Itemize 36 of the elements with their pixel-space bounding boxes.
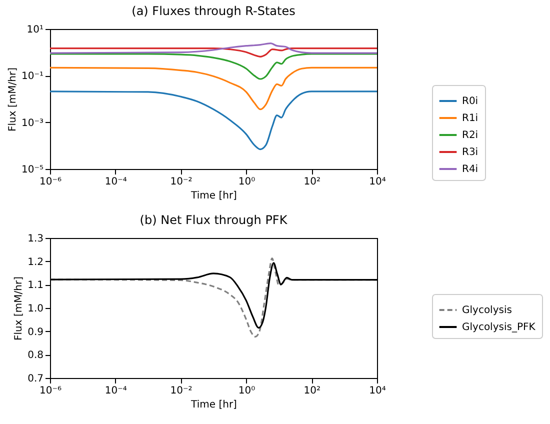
chart-title: (b) Net Flux through PFK <box>140 213 288 227</box>
legend-label: R1i <box>462 113 478 124</box>
y-tick-label: 10⁻³ <box>21 118 44 129</box>
x-tick-label: 10⁻⁶ <box>39 386 62 396</box>
x-tick-label: 10⁻⁴ <box>104 386 127 396</box>
x-tick-label: 10² <box>304 386 320 396</box>
legend-label: R3i <box>462 147 478 158</box>
legend-label: R4i <box>462 164 478 175</box>
y-tick-label: 10⁻¹ <box>21 71 44 82</box>
y-tick-label: 1.2 <box>28 256 44 268</box>
y-tick-label: 0.9 <box>28 326 44 338</box>
legend-label: Glycolysis_PFK <box>462 322 536 333</box>
x-axis-title: Time [hr] <box>190 190 238 202</box>
x-tick-label: 10⁰ <box>238 386 256 396</box>
x-tick-label: 10⁴ <box>369 176 386 188</box>
y-tick-label: 1.1 <box>28 280 44 292</box>
x-tick-label: 10⁻⁴ <box>104 176 127 188</box>
x-tick-label: 10⁻² <box>170 386 192 396</box>
y-tick-label: 10¹ <box>26 24 44 36</box>
y-tick-label: 0.8 <box>28 350 44 362</box>
x-tick-label: 10⁻⁶ <box>39 176 62 188</box>
y-tick-label: 0.7 <box>28 374 44 384</box>
y-tick-label: 1.0 <box>28 304 44 314</box>
y-axis-title: Flux [mM/hr] <box>14 276 25 340</box>
y-tick-label: 1.3 <box>28 234 44 244</box>
x-tick-label: 10⁴ <box>369 386 386 396</box>
legend-label: R0i <box>462 96 478 107</box>
x-tick-label: 10⁻² <box>170 176 192 188</box>
y-axis-title: Flux [mM/hr] <box>7 67 18 132</box>
x-tick-label: 10⁰ <box>238 176 256 188</box>
x-tick-label: 10² <box>304 176 320 188</box>
x-axis-title: Time [hr] <box>190 400 238 410</box>
chart-title: (a) Fluxes through R-States <box>132 4 296 18</box>
legend-label: R2i <box>462 130 478 141</box>
y-tick-label: 10⁻⁵ <box>21 164 44 176</box>
legend-label: Glycolysis <box>462 305 512 316</box>
